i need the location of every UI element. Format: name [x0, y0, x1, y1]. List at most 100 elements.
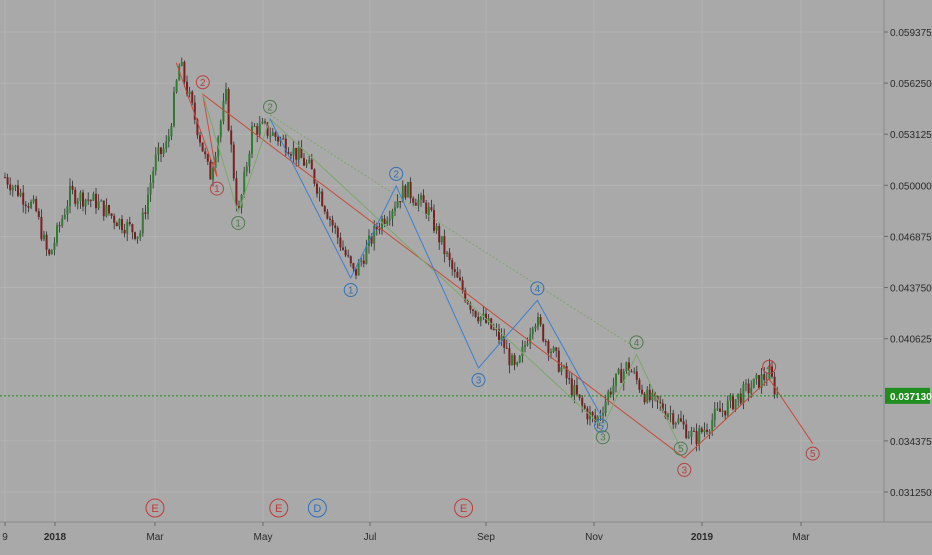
current-price-badge [885, 387, 930, 404]
candle-body [30, 201, 32, 208]
candle-body [248, 153, 251, 167]
candle-body [505, 347, 508, 349]
wave-label-circle [263, 99, 278, 114]
candle-body [56, 225, 58, 243]
candle-body [214, 156, 217, 168]
candle-body [375, 225, 378, 230]
candle-body [719, 408, 721, 412]
candle-body [531, 328, 534, 335]
candle-body [648, 389, 651, 401]
candle-body [641, 389, 643, 394]
candle-body [503, 335, 506, 348]
candle-body [524, 345, 526, 347]
candle-body [534, 326, 537, 329]
candle-body [399, 201, 402, 203]
candle-body [225, 89, 227, 101]
candle-body [771, 366, 773, 377]
candle-body [659, 401, 662, 404]
candle-body [394, 207, 396, 211]
wave-label: 1 [348, 286, 354, 297]
candle-body [417, 199, 420, 206]
candle-body [269, 135, 272, 137]
candle-body [383, 218, 386, 225]
candle-body [113, 215, 116, 223]
candle-body [677, 418, 680, 423]
candle-body [682, 421, 685, 425]
wave-label-circle [629, 335, 644, 350]
candle-body [427, 207, 430, 215]
candle-body [760, 374, 763, 389]
candle-body [386, 220, 389, 225]
candle-body [620, 369, 623, 383]
candle-body [755, 375, 758, 379]
candle-body [513, 355, 516, 365]
candle-body [680, 418, 682, 422]
candle-body [170, 126, 173, 137]
candle-body [147, 194, 149, 214]
candle-body [95, 193, 97, 209]
candle-body [565, 366, 568, 379]
candle-body [591, 412, 594, 416]
candle-body [430, 207, 433, 210]
candle-body [318, 191, 321, 194]
candle-body [165, 141, 168, 149]
candle-body [435, 226, 438, 231]
candle-body [206, 154, 209, 162]
candle-body [139, 233, 142, 237]
candle-body [191, 91, 194, 103]
candle-body [347, 255, 350, 257]
candle-body [180, 61, 183, 67]
candle-body [274, 132, 277, 138]
candle-body [446, 252, 448, 255]
candle-body [672, 413, 675, 425]
candle-body [459, 277, 461, 281]
candle-body [63, 214, 66, 219]
candle-body [45, 234, 48, 250]
candle-body [596, 416, 599, 422]
candle-body [352, 263, 355, 269]
candle-body [750, 388, 753, 394]
candle-body [742, 384, 745, 404]
price-axis-panel [884, 0, 932, 522]
candle-body [131, 224, 134, 233]
candle-body [479, 316, 482, 322]
price-tick-label: 0.050000 [890, 181, 932, 192]
price-tick-label: 0.056250 [890, 79, 932, 90]
candle-body [19, 192, 22, 196]
candle-body [708, 431, 711, 433]
candle-body [102, 200, 105, 217]
candle-body [186, 81, 188, 95]
candle-body [89, 200, 92, 202]
candle-body [152, 171, 155, 183]
candle-body [43, 234, 45, 240]
candle-body [295, 147, 298, 160]
candle-body [414, 202, 417, 206]
candle-body [526, 343, 529, 346]
candle-body [552, 347, 555, 352]
candle-body [349, 256, 352, 264]
candle-body [162, 148, 165, 154]
candle-body [625, 362, 628, 372]
wave-label-circle [594, 418, 609, 433]
candle-body [453, 269, 456, 272]
candle-body [576, 385, 578, 395]
candle-body [40, 216, 43, 240]
candle-body [469, 303, 472, 310]
candle-body [264, 121, 266, 123]
candle-body [602, 413, 604, 416]
candle-body [729, 395, 732, 401]
event-marker: D [313, 503, 321, 515]
wave-label: 1 [235, 218, 241, 229]
candle-body [607, 391, 610, 402]
candle-body [336, 227, 339, 238]
candle-body [232, 144, 235, 179]
event-marker: E [151, 503, 158, 515]
candle-body [188, 91, 191, 95]
price-tick-label: 0.046875 [890, 232, 932, 243]
candle-body [97, 201, 100, 209]
candle-body [407, 181, 409, 198]
candle-body [313, 169, 316, 184]
candle-body [154, 154, 157, 172]
